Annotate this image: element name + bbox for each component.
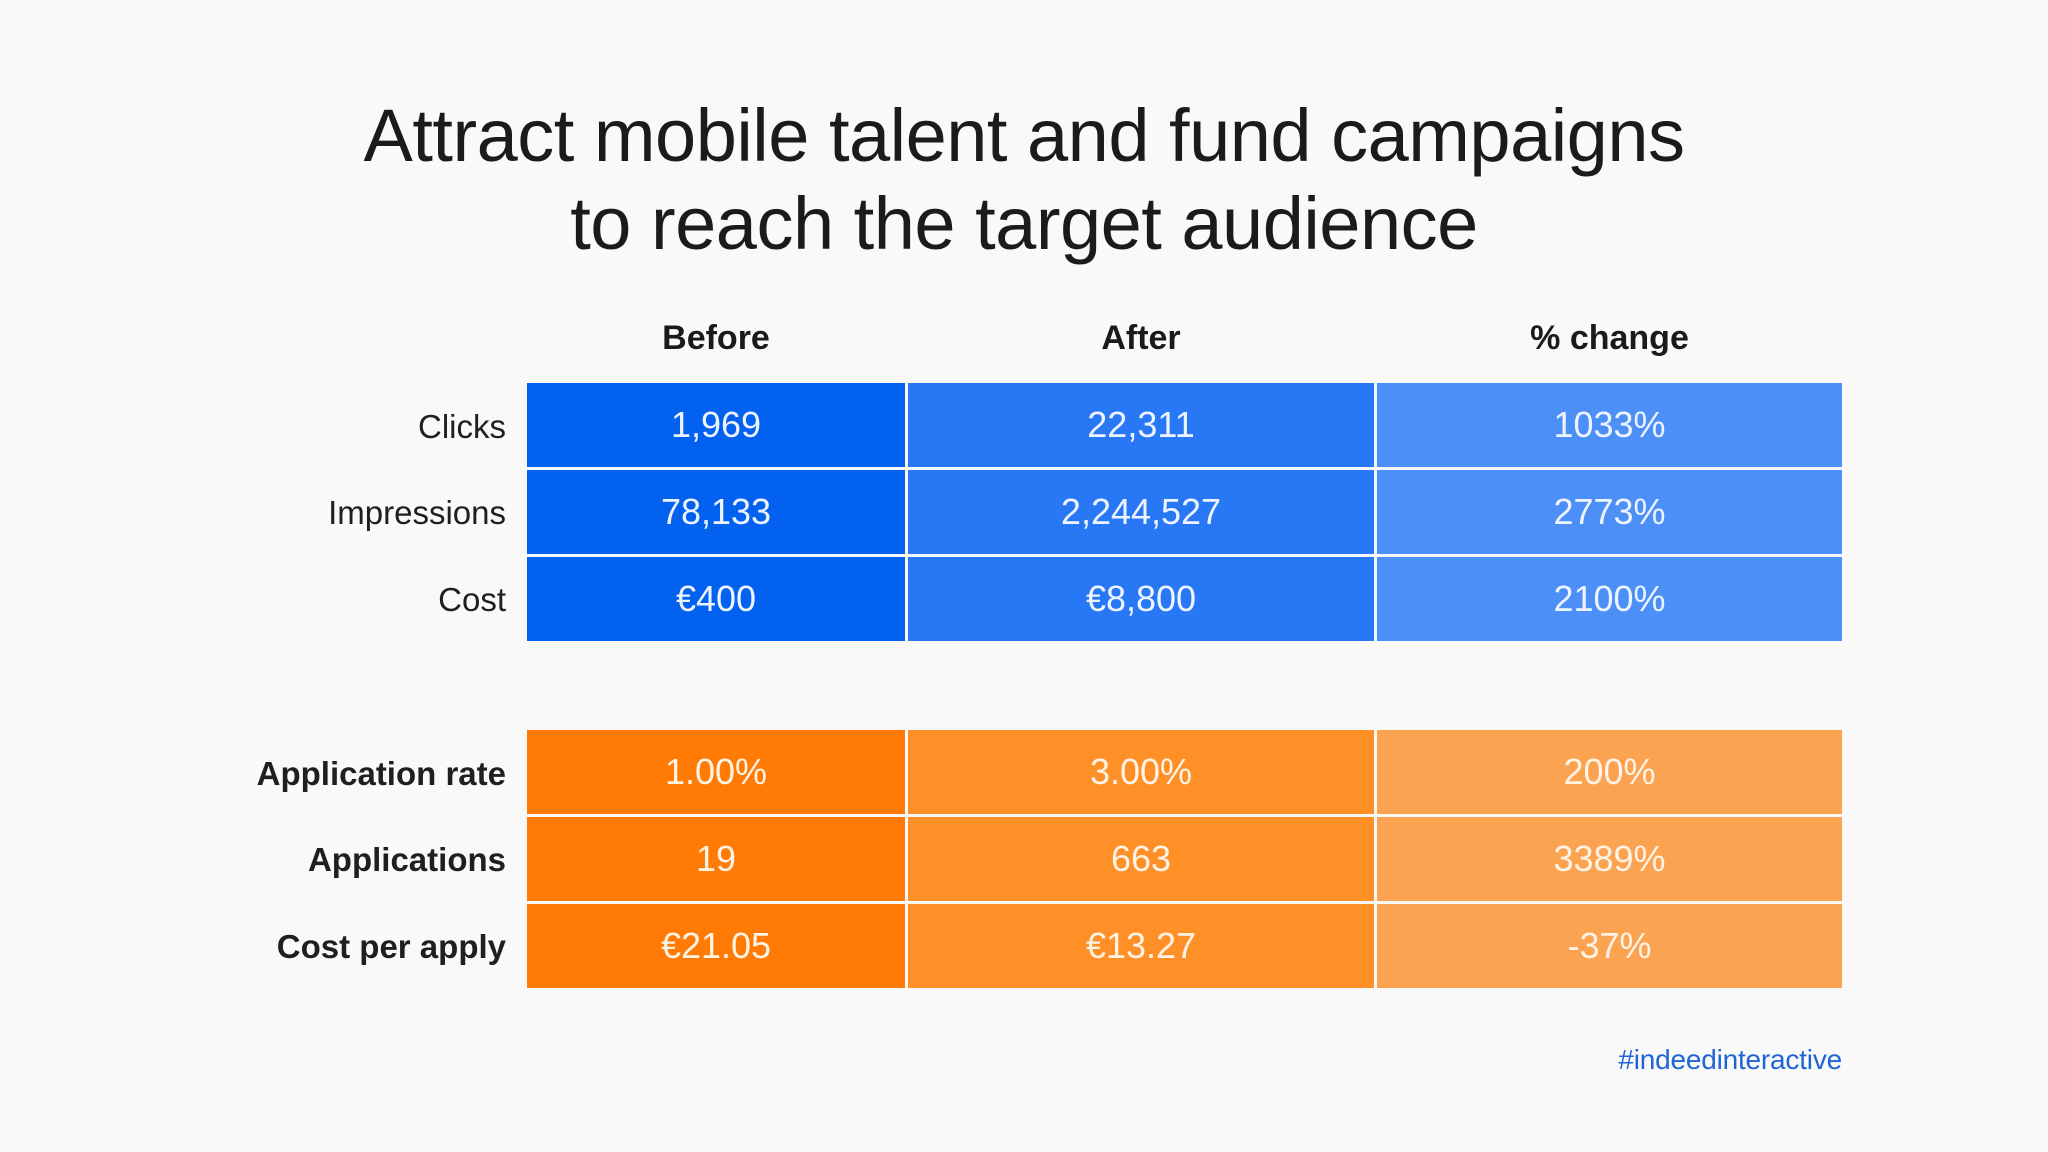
table-cell: €21.05 xyxy=(527,904,905,988)
table-cell: -37% xyxy=(1377,904,1842,988)
table-cell: 200% xyxy=(1377,730,1842,814)
table-cell: 2,244,527 xyxy=(908,470,1374,554)
table-cell: 3389% xyxy=(1377,817,1842,901)
table-cell: 1033% xyxy=(1377,383,1842,467)
table-cell: 2773% xyxy=(1377,470,1842,554)
row-label-clicks: Clicks xyxy=(418,408,506,445)
column-header-change: % change xyxy=(1530,319,1689,357)
row-label-application-rate: Application rate xyxy=(256,755,506,792)
row-label-cost-per-apply: Cost per apply xyxy=(276,928,506,965)
column-header-before: Before xyxy=(662,319,770,357)
row-label-applications: Applications xyxy=(307,841,506,878)
row-label-cost: Cost xyxy=(438,581,506,618)
table-cell: €400 xyxy=(527,557,905,641)
table-cell: 22,311 xyxy=(908,383,1374,467)
column-header-after: After xyxy=(1101,319,1181,357)
slide-title: Attract mobile talent and fund campaigns… xyxy=(0,92,2048,268)
table-cell: 19 xyxy=(527,817,905,901)
table-cell: €8,800 xyxy=(908,557,1374,641)
table-cell: 78,133 xyxy=(527,470,905,554)
hashtag-footer: #indeedinteractive xyxy=(1618,1044,1842,1075)
table-cell: 2100% xyxy=(1377,557,1842,641)
slide-title-line-2: to reach the target audience xyxy=(570,182,1478,265)
table-cell: 1,969 xyxy=(527,383,905,467)
table-cell: 663 xyxy=(908,817,1374,901)
table-cell: 1.00% xyxy=(527,730,905,814)
row-label-impressions: Impressions xyxy=(328,494,506,531)
table-cell: €13.27 xyxy=(908,904,1374,988)
slide-title-line-1: Attract mobile talent and fund campaigns xyxy=(363,94,1686,177)
table-cell: 3.00% xyxy=(908,730,1374,814)
